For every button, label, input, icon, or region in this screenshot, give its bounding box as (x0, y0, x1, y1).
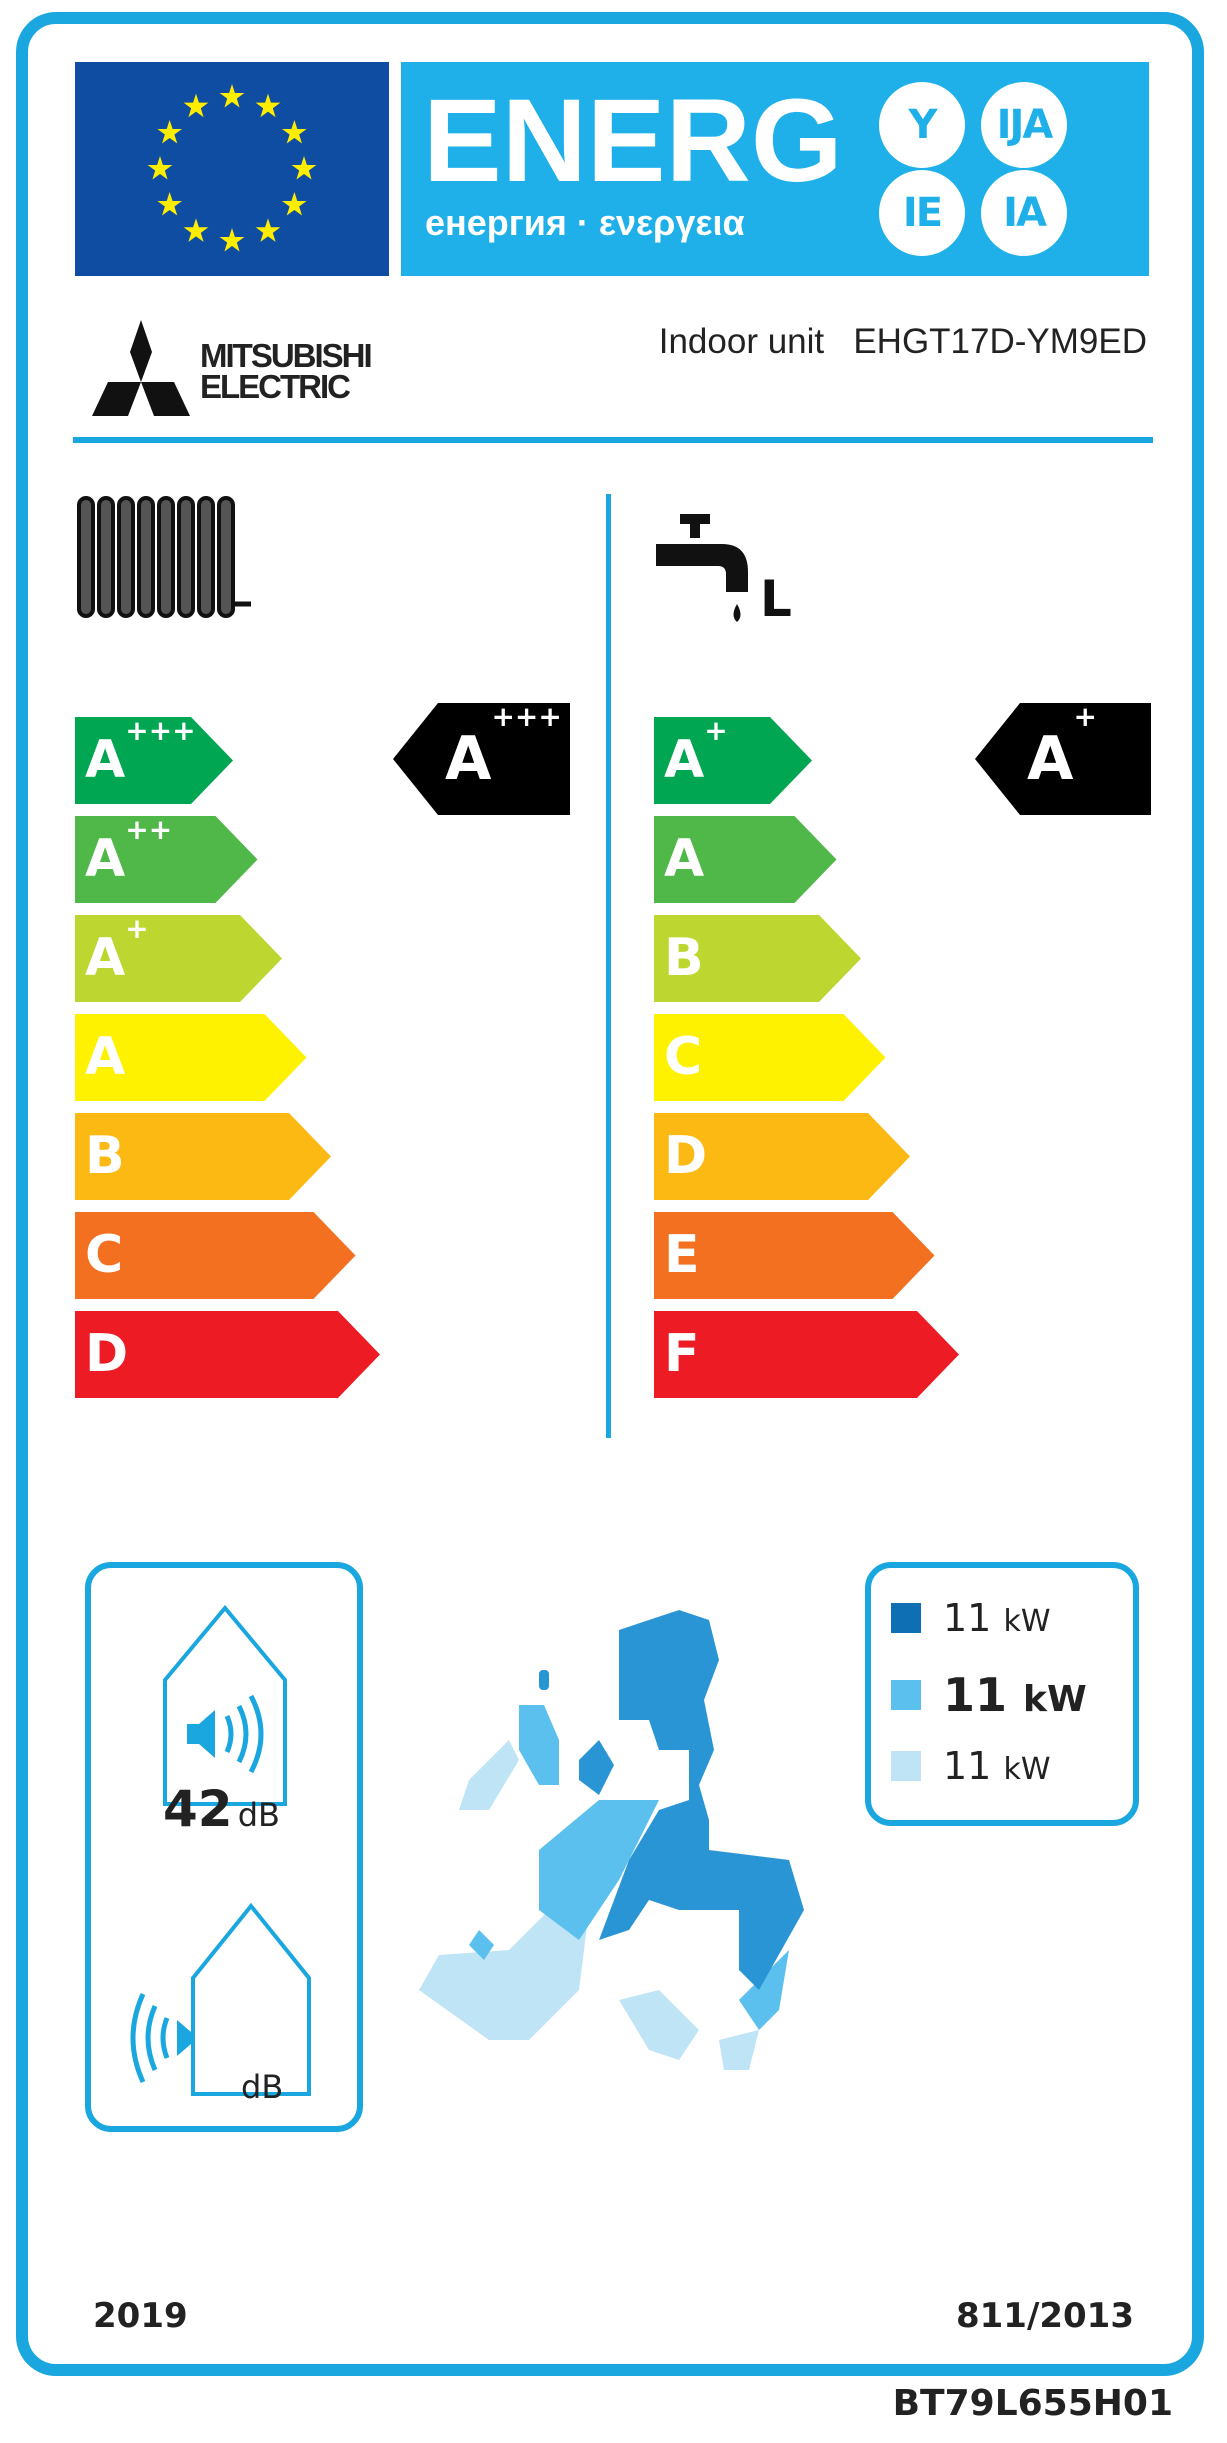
heat-output-warmer: 11 kW (891, 1744, 1051, 1788)
eu-stars-icon (147, 84, 317, 252)
efficiency-class-bar: A+ (75, 915, 282, 1002)
brand-line2: ELECTRIC (200, 368, 351, 405)
efficiency-class-bar: D (75, 1311, 380, 1398)
star-icon (147, 156, 173, 180)
indoor-noise-value: 42 dB (163, 1780, 280, 1838)
model-number: EHGT17D-YM9ED (853, 322, 1147, 361)
outdoor-noise-value: dB (241, 2068, 284, 2106)
efficiency-class-bar: C (654, 1014, 886, 1101)
star-icon (183, 93, 209, 118)
efficiency-class-bar: A+ (654, 717, 812, 804)
eu-flag (75, 62, 389, 276)
star-icon (219, 228, 245, 252)
colder-climate-swatch (891, 1603, 921, 1633)
brand-name: MITSUBISHI ELECTRIC (200, 337, 373, 405)
document-code: BT79L655H01 (892, 2383, 1173, 2424)
brand-line1: MITSUBISHI (200, 337, 373, 374)
warmer-climate-swatch (891, 1751, 921, 1781)
average-climate-swatch (891, 1680, 921, 1710)
efficiency-class-bar: D (654, 1113, 910, 1200)
suffix-ija: IJA (981, 82, 1067, 168)
efficiency-class-bar: B (654, 915, 861, 1002)
star-icon (291, 156, 317, 180)
label-year: 2019 (93, 2296, 188, 2336)
divider (606, 494, 611, 1438)
load-profile: L (760, 570, 792, 628)
star-icon (255, 93, 281, 118)
regulation-number: 811/2013 (955, 2296, 1134, 2336)
star-icon (157, 192, 182, 216)
energy-title: ENERG (423, 75, 843, 207)
efficiency-class-bar: A (75, 1014, 307, 1101)
heat-output-average: 11 kW (891, 1668, 1087, 1722)
mitsubishi-diamonds-logo (92, 320, 190, 416)
efficiency-class-bar: F (654, 1311, 959, 1398)
divider (73, 437, 1153, 443)
heat-output-box: 11 kW 11 kW 11 kW (865, 1562, 1139, 1826)
suffix-y: Y (879, 82, 965, 168)
efficiency-class-bar: E (654, 1212, 935, 1299)
suffix-ia: IA (981, 170, 1067, 256)
star-icon (282, 192, 307, 216)
radiator-icon (77, 496, 251, 618)
star-icon (282, 120, 307, 144)
indoor-noise-icon (163, 1604, 287, 1806)
efficiency-class-bar: B (75, 1113, 331, 1200)
star-icon (255, 218, 281, 242)
star-icon (183, 218, 209, 242)
tap-icon (656, 514, 748, 622)
label-frame (16, 12, 1204, 2376)
star-icon (219, 84, 245, 108)
heat-output-colder: 11 kW (891, 1596, 1051, 1640)
outdoor-noise-icon (130, 1902, 311, 2096)
noise-box: 42 dB dB (85, 1562, 363, 2132)
star-icon (157, 120, 182, 144)
energy-banner: ENERG енергия · ενεργεια Y IJA IE IA (401, 62, 1149, 276)
energy-subtitle: енергия · ενεργεια (425, 202, 745, 243)
suffix-ie: IE (879, 170, 965, 256)
efficiency-class-bar: C (75, 1212, 356, 1299)
efficiency-class-bar: A (654, 816, 837, 903)
efficiency-class-bar: A++ (75, 816, 258, 903)
europe-climate-map (419, 1610, 804, 2070)
unit-label: Indoor unit (658, 322, 825, 361)
model-identifier: Indoor unit EHGT17D-YM9ED (659, 322, 1147, 362)
